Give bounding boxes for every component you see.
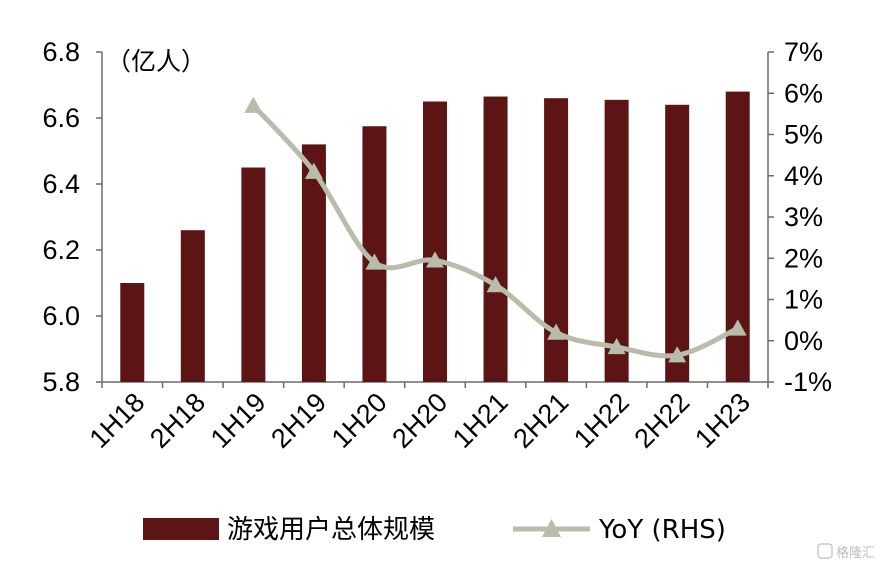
right-axis-tick-label: 1% (784, 285, 823, 315)
watermark: 格隆汇 (817, 543, 875, 561)
right-axis-tick-label: 5% (784, 120, 823, 150)
yoy-point-marker (304, 162, 323, 179)
right-axis-tick-label: 7% (784, 37, 823, 67)
right-axis-tick-label: 4% (784, 161, 823, 191)
x-axis-tick-label: 2H20 (386, 387, 453, 454)
bar (604, 99, 629, 382)
x-axis-tick-label: 1H20 (326, 387, 393, 454)
yoy-point-marker (668, 346, 687, 363)
right-axis-tick-label: 3% (784, 202, 823, 232)
legend: 游戏用户总体规模 YoY (RHS) (143, 515, 726, 545)
left-axis-unit-label: （亿人） (106, 47, 206, 76)
watermark-logo-icon (817, 543, 833, 559)
left-axis: 5.8 6.0 6.2 6.4 6.6 6.8 (42, 37, 103, 397)
bar (725, 91, 750, 382)
x-axis-tick-label: 2H19 (265, 387, 332, 454)
left-axis-tick-label: 6.2 (42, 235, 80, 265)
yoy-point-marker (426, 251, 444, 268)
left-axis-tick-label: 6.8 (42, 37, 80, 67)
x-axis-tick-label: 1H22 (568, 387, 635, 454)
bar (665, 104, 690, 383)
left-axis-tick-label: 6.6 (42, 103, 80, 133)
right-axis-tick-label: -1% (784, 367, 832, 397)
legend-bar-swatch (143, 518, 219, 540)
yoy-line-series (244, 96, 747, 363)
x-axis-tick-label: 2H21 (507, 387, 574, 454)
left-axis-tick-label: 6.0 (42, 301, 80, 331)
yoy-point-marker (607, 337, 626, 355)
right-axis-tick-label: 2% (784, 243, 823, 273)
right-axis-tick-label: 0% (784, 326, 823, 356)
left-axis-tick-label: 6.4 (42, 169, 80, 199)
bar (483, 96, 508, 383)
left-axis-ticks: 5.8 6.0 6.2 6.4 6.6 6.8 (42, 37, 102, 397)
yoy-point-marker (547, 323, 566, 340)
bar (241, 167, 266, 382)
yoy-point-marker (365, 253, 384, 270)
bar (180, 230, 205, 382)
right-axis-ticks: -1% 0% 1% 2% 3% 4% 5% 6% 7% (768, 37, 832, 397)
right-axis: -1% 0% 1% 2% 3% 4% 5% 6% 7% (767, 37, 832, 397)
yoy-line (251, 103, 739, 359)
legend-line-marker (542, 519, 561, 537)
bar (120, 283, 145, 382)
yoy-point-marker (244, 96, 263, 113)
left-axis-tick-label: 5.8 (42, 367, 80, 397)
legend-line-label: YoY (RHS) (598, 515, 726, 545)
bar (423, 101, 447, 382)
x-axis-ticks: 1H182H181H192H191H202H201H212H211H222H22… (84, 382, 769, 454)
bar-series (120, 91, 750, 383)
legend-bar-label: 游戏用户总体规模 (227, 515, 435, 545)
x-axis-tick-label: 1H19 (205, 387, 272, 454)
x-axis-tick-label: 2H22 (629, 387, 696, 454)
yoy-point-marker (486, 276, 505, 293)
watermark-text: 格隆汇 (836, 545, 875, 561)
x-axis-tick-label: 1H21 (447, 387, 514, 454)
x-axis-tick-label: 2H18 (144, 387, 211, 454)
yoy-point-marker (728, 319, 747, 336)
right-axis-tick-label: 6% (784, 78, 823, 108)
x-axis: 1H182H181H192H191H202H201H212H211H222H22… (84, 381, 769, 454)
x-axis-tick-label: 1H18 (84, 387, 151, 454)
x-axis-tick-label: 1H23 (689, 387, 756, 454)
